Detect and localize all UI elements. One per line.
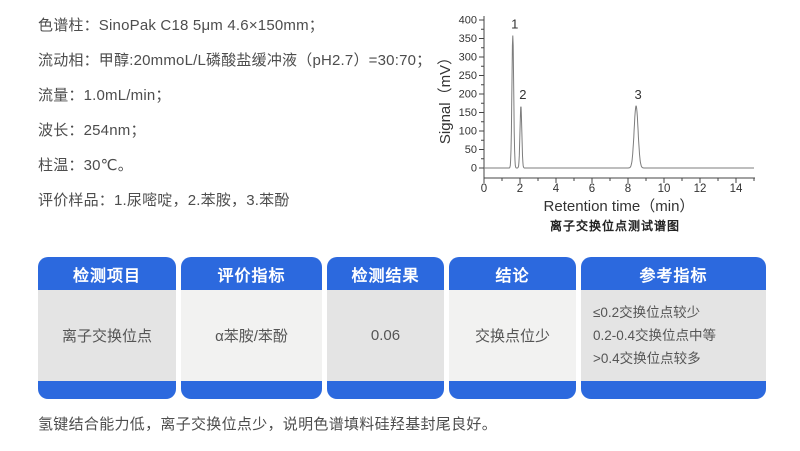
svg-text:12: 12 [694, 183, 707, 195]
table-col-result: 检测结果 0.06 [327, 257, 444, 399]
svg-text:2: 2 [517, 183, 523, 195]
svg-text:200: 200 [459, 89, 477, 101]
table-header: 参考指标 [581, 257, 766, 290]
table-col-conclusion: 结论 交换点位少 [449, 257, 576, 399]
condition-column: 色谱柱：SinoPak C18 5μm 4.6×150mm； [38, 17, 324, 34]
reference-line: >0.4交换位点较多 [593, 351, 701, 367]
condition-flow-rate: 流量：1.0mL/min； [38, 87, 171, 104]
table-cell: ≤0.2交换位点较少 0.2-0.4交换位点中等 >0.4交换位点较多 [581, 290, 766, 381]
svg-text:1: 1 [511, 17, 518, 32]
condition-mobile-phase: 流动相：甲醇:20mmoL/L磷酸盐缓冲液（pH2.7）=30:70； [38, 52, 432, 69]
table-footer-bar [581, 381, 766, 399]
table-cell: α苯胺/苯酚 [181, 290, 322, 381]
reference-line: 0.2-0.4交换位点中等 [593, 327, 717, 343]
svg-text:100: 100 [459, 126, 477, 138]
table-header: 检测结果 [327, 257, 444, 290]
reference-line: ≤0.2交换位点较少 [593, 304, 701, 320]
table-cell: 交换点位少 [449, 290, 576, 381]
svg-text:400: 400 [459, 15, 477, 27]
table-cell: 0.06 [327, 290, 444, 381]
svg-text:14: 14 [730, 183, 743, 195]
condition-temperature: 柱温：30℃。 [38, 157, 133, 174]
table-col-eval-index: 评价指标 α苯胺/苯酚 [181, 257, 322, 399]
summary-text: 氢键结合能力低，离子交换位点少，说明色谱填料硅羟基封尾良好。 [38, 416, 498, 433]
svg-text:4: 4 [553, 183, 560, 195]
svg-text:8: 8 [625, 183, 631, 195]
conditions-block: 色谱柱：SinoPak C18 5μm 4.6×150mm； 流动相：甲醇:20… [38, 8, 431, 218]
table-footer-bar [327, 381, 444, 399]
table-footer-bar [181, 381, 322, 399]
svg-text:350: 350 [459, 33, 477, 45]
table-col-reference: 参考指标 ≤0.2交换位点较少 0.2-0.4交换位点中等 >0.4交换位点较多 [581, 257, 766, 399]
chromatogram-svg: Signal（mV） Retention time（min） 0 2 4 6 8 10 12… [437, 15, 755, 215]
table-cell: 离子交换位点 [38, 290, 176, 381]
x-axis-label: Retention time（min） [544, 198, 695, 215]
svg-text:10: 10 [658, 183, 671, 195]
table-footer-bar [38, 381, 176, 399]
condition-wavelength: 波长：254nm； [38, 122, 146, 139]
table-header: 评价指标 [181, 257, 322, 290]
table-header: 结论 [449, 257, 576, 290]
chromatogram-chart: Signal（mV） Retention time（min） 0 2 4 6 8 10 12… [437, 4, 793, 234]
svg-text:2: 2 [519, 87, 526, 102]
chart-caption: 离子交换位点测试谱图 [549, 219, 680, 233]
svg-text:300: 300 [459, 52, 477, 64]
result-table: 检测项目 离子交换位点 评价指标 α苯胺/苯酚 检测结果 0.06 结论 交换点… [38, 257, 766, 399]
y-axis-label: Signal（mV） [437, 50, 454, 144]
svg-text:0: 0 [481, 183, 487, 195]
svg-text:0: 0 [471, 163, 477, 175]
table-col-detection-item: 检测项目 离子交换位点 [38, 257, 176, 399]
condition-samples: 评价样品：1.尿嘧啶，2.苯胺，3.苯酚 [38, 192, 290, 209]
svg-text:50: 50 [465, 144, 477, 156]
table-footer-bar [449, 381, 576, 399]
svg-text:250: 250 [459, 70, 477, 82]
svg-text:3: 3 [634, 87, 641, 102]
svg-text:6: 6 [589, 183, 595, 195]
svg-text:150: 150 [459, 107, 477, 119]
table-header: 检测项目 [38, 257, 176, 290]
